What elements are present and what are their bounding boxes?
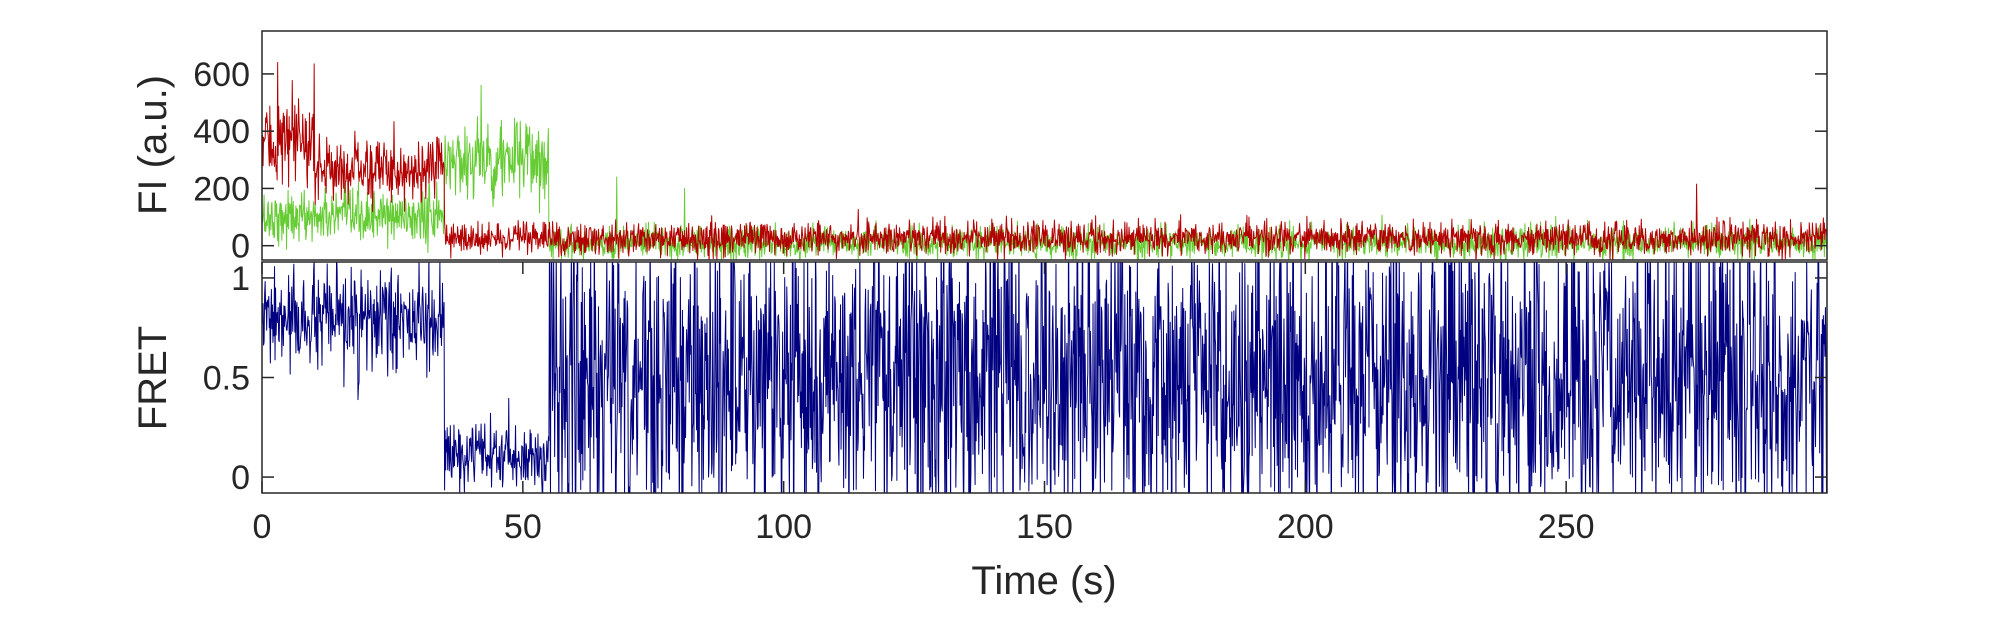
intensity-plot-area [262,31,1827,260]
fret-clip [262,262,1827,493]
fret-y-tick-label: 0 [231,459,250,497]
intensity-y-tick-label: 0 [231,228,250,266]
fret-y-tick-label: 1 [231,260,250,298]
fret-y-tick-label: 0.5 [203,360,250,398]
fret-x-tick-label: 50 [504,508,542,546]
fret-x-tick-label: 0 [253,508,272,546]
fret-series-0-line [262,262,1827,493]
fret-x-tick-label: 200 [1277,508,1334,546]
fret-panel: 0 0.5 1 0 50 100 150 200 250 FRET Time (s) [131,260,1828,603]
intensity-series-group [262,61,1827,260]
intensity-ticks: 0 200 400 600 [193,56,1827,266]
intensity-clip [262,61,1827,260]
intensity-y-tick-label: 200 [193,170,250,208]
fret-x-tick-label: 150 [1016,508,1073,546]
intensity-y-tick-label: 600 [193,56,250,94]
fret-y-axis-label: FRET [131,326,175,430]
intensity-y-tick-label: 400 [193,113,250,151]
intensity-axes-box [261,30,1828,261]
intensity-series-1-line [262,61,1827,260]
fret-x-tick-label: 100 [755,508,812,546]
intensity-panel: 0 200 400 600 FI (a.u.) [131,30,1828,266]
fret-axes-box [261,261,1828,494]
fret-ticks: 0 0.5 1 0 50 100 150 200 250 [203,260,1827,546]
intensity-y-axis-label: FI (a.u.) [131,75,175,215]
fret-x-tick-label: 250 [1538,508,1595,546]
time-x-axis-label: Time (s) [971,559,1116,603]
fret-series-group [262,262,1827,493]
